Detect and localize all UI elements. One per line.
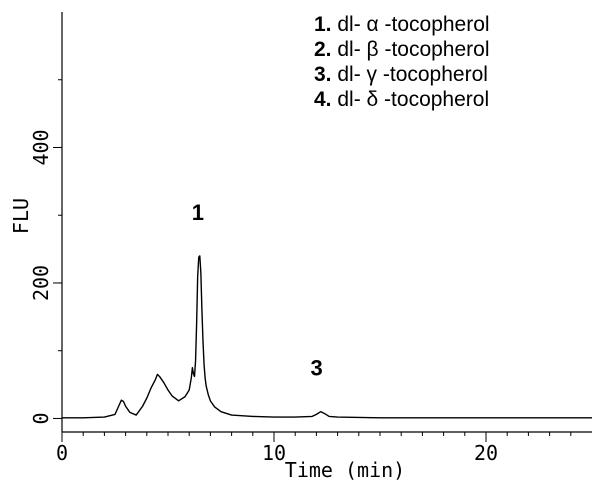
- legend-entry-number: 4.: [314, 88, 337, 111]
- legend-entry-label: dl- γ -tocopherol: [337, 63, 488, 86]
- legend-entry-label: dl- δ -tocopherol: [337, 88, 489, 111]
- legend-entry: 2. dl- β -tocopherol: [314, 38, 490, 61]
- y-ticks: 0 200 400: [29, 129, 62, 424]
- peak-label: 3: [311, 356, 323, 381]
- y-axis-title: FLU: [9, 198, 33, 234]
- legend-entry-number: 2.: [314, 38, 337, 61]
- x-tick-label: 0: [56, 441, 68, 465]
- legend-entry: 3. dl- γ -tocopherol: [314, 63, 488, 86]
- legend-entry: 1. dl- α -tocopherol: [314, 13, 490, 36]
- legend-entry-label: dl- β -tocopherol: [337, 38, 489, 61]
- peak-labels: 13: [192, 200, 323, 381]
- x-tick-label: 20: [474, 441, 498, 465]
- y-tick-label: 200: [29, 265, 53, 301]
- legend-entry-label: dl- α -tocopherol: [337, 13, 489, 36]
- x-tick-label: 10: [262, 441, 286, 465]
- y-tick-label: 0: [29, 412, 53, 424]
- x-ticks: 0 10 20: [56, 432, 498, 465]
- plot-area: [61, 12, 592, 433]
- y-tick-label: 400: [29, 129, 53, 165]
- legend-entry: 4. dl- δ -tocopherol: [314, 88, 489, 111]
- legend-entry-number: 3.: [314, 63, 337, 86]
- legend-entry-number: 1.: [314, 13, 337, 36]
- chromatogram-trace: [62, 255, 592, 419]
- x-axis-title: Time (min): [285, 458, 405, 482]
- peak-label: 1: [192, 200, 204, 225]
